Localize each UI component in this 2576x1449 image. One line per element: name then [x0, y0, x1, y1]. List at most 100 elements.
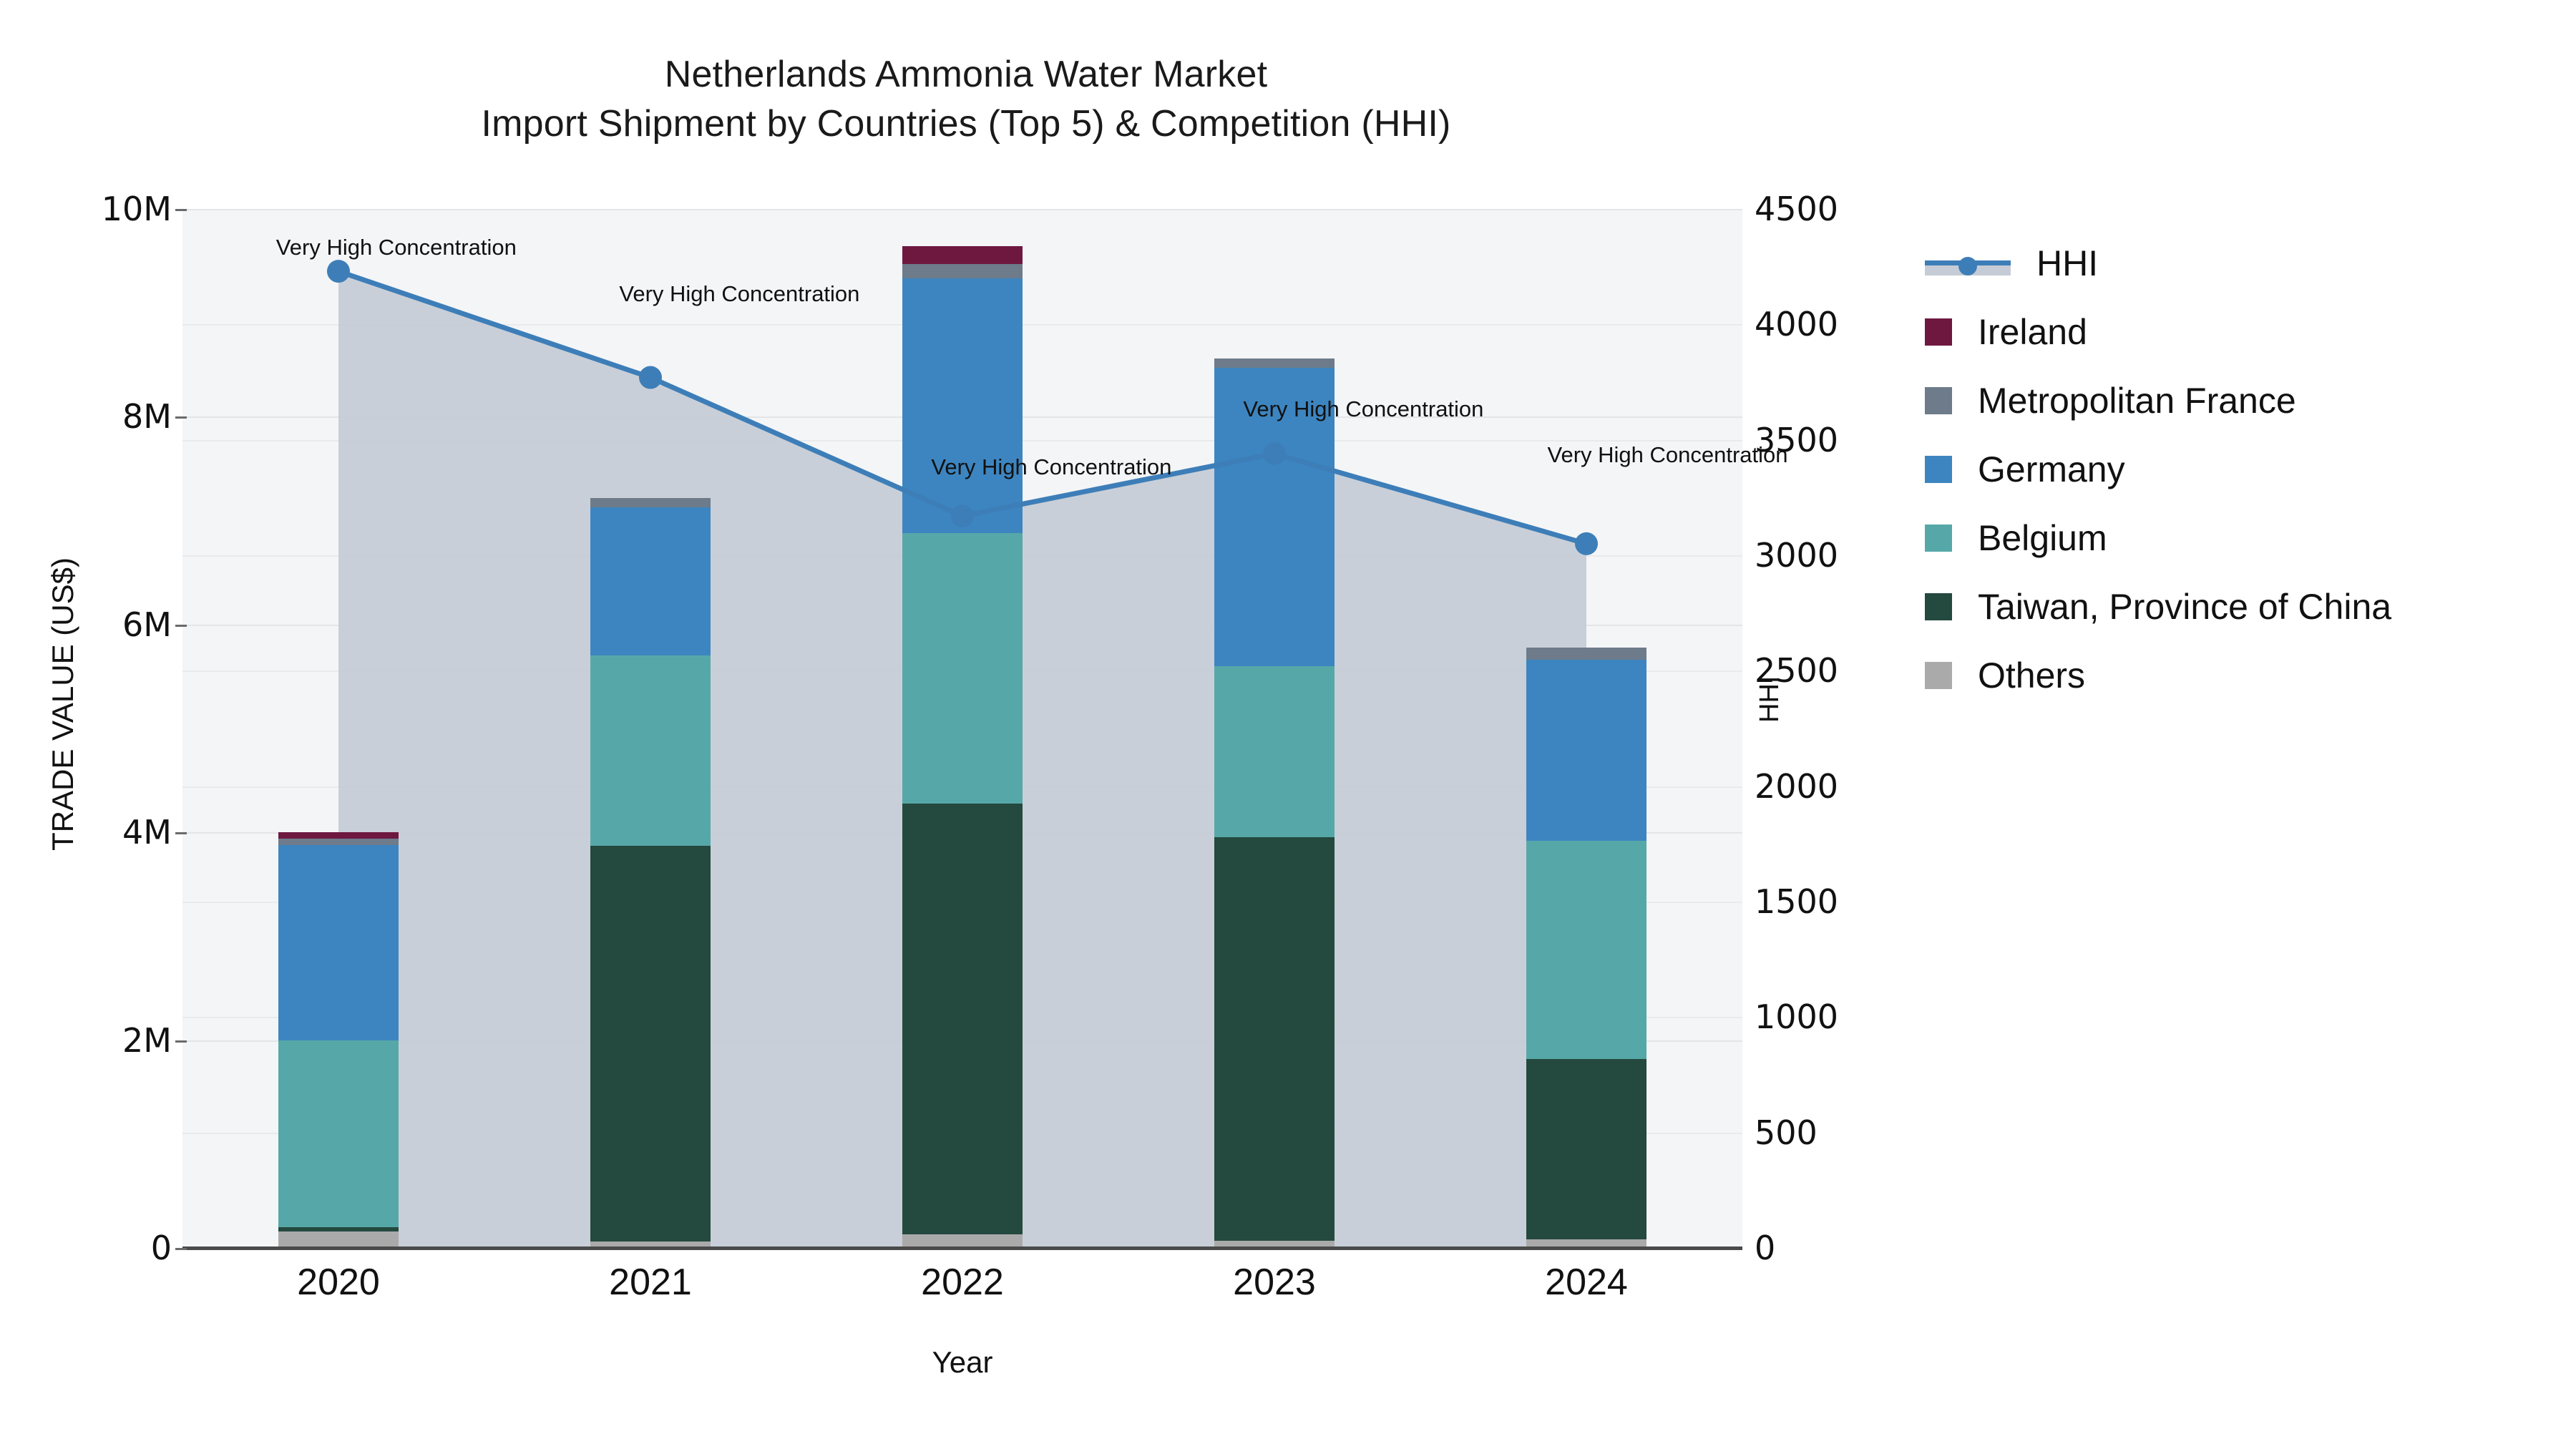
- legend-item[interactable]: Belgium: [1925, 504, 2391, 572]
- hhi-marker[interactable]: [951, 504, 974, 528]
- hhi-marker[interactable]: [1263, 442, 1286, 466]
- legend-item-label: Germany: [1978, 449, 2125, 489]
- legend-item-label: Belgium: [1978, 518, 2107, 558]
- gridline-major: [182, 209, 1742, 210]
- title-line-1: Netherlands Ammonia Water Market: [664, 54, 1268, 95]
- bar-segment[interactable]: [1526, 1239, 1646, 1248]
- color-swatch-icon: [1925, 456, 1952, 483]
- bar-segment[interactable]: [590, 1241, 711, 1248]
- y2-axis-tick-label: 1000: [1755, 997, 1839, 1037]
- legend-item[interactable]: Metropolitan France: [1925, 366, 2391, 435]
- y-axis-tick-label: 6M: [122, 605, 172, 644]
- x-axis-tick-label: 2024: [1545, 1262, 1628, 1303]
- x-axis-label: Year: [932, 1345, 993, 1379]
- line-marker-icon: [1925, 250, 2011, 277]
- bar-segment[interactable]: [902, 246, 1023, 264]
- bar-segment[interactable]: [1526, 647, 1646, 660]
- y-axis-tick-label: 10M: [101, 190, 172, 228]
- bar-segment[interactable]: [278, 1231, 399, 1248]
- legend-item-label: HHI: [2036, 243, 2099, 283]
- concentration-annotation: Very High Concentration: [1243, 396, 1484, 421]
- x-axis-tick-label: 2022: [921, 1262, 1004, 1303]
- legend-item[interactable]: Germany: [1925, 435, 2391, 504]
- color-swatch-icon: [1925, 387, 1952, 414]
- y-axis-right-label: HHI: [1755, 675, 1785, 723]
- legend-item[interactable]: Taiwan, Province of China: [1925, 572, 2391, 641]
- bar-segment[interactable]: [1214, 368, 1335, 666]
- y2-axis-tick-label: 1500: [1755, 882, 1839, 921]
- legend-item[interactable]: Ireland: [1925, 298, 2391, 366]
- y2-axis-tick-label: 2500: [1755, 651, 1839, 691]
- bar-stack[interactable]: [590, 209, 711, 1248]
- legend-item[interactable]: HHI: [1925, 229, 2391, 298]
- hhi-marker[interactable]: [1575, 532, 1598, 555]
- bar-segment[interactable]: [1214, 358, 1335, 369]
- y-axis-left-ticks: 0 2M 4M 6M 8M 10M: [43, 0, 187, 1449]
- color-swatch-icon: [1925, 662, 1952, 689]
- concentration-annotation: Very High Concentration: [619, 280, 860, 306]
- x-axis-line: [182, 1246, 1742, 1250]
- concentration-annotation: Very High Concentration: [1547, 442, 1788, 468]
- bar-segment[interactable]: [278, 1226, 399, 1231]
- legend-item-label: Taiwan, Province of China: [1978, 587, 2392, 627]
- bar-segment[interactable]: [902, 1234, 1023, 1248]
- chart-title: Netherlands Ammonia Water Market Import …: [0, 50, 1932, 148]
- y2-axis-tick-label: 3000: [1755, 536, 1839, 575]
- y-axis-right-ticks: 0 500 1000 1500 2000 2500 3000 3500 4000 4500: [1755, 0, 1926, 1449]
- y2-axis-tick-label: 0: [1755, 1229, 1776, 1267]
- legend-item-label: Ireland: [1978, 312, 2087, 352]
- bar-segment[interactable]: [902, 263, 1023, 279]
- bar-segment[interactable]: [590, 497, 711, 507]
- y-axis-tick-label: 2M: [122, 1020, 172, 1060]
- y2-axis-tick-label: 3500: [1755, 420, 1839, 459]
- bar-stack[interactable]: [1526, 209, 1646, 1248]
- y2-axis-tick-label: 4000: [1755, 305, 1839, 344]
- bar-stack[interactable]: [1214, 209, 1335, 1248]
- y-axis-tick-mark: [175, 1040, 187, 1043]
- y2-axis-tick-label: 4500: [1755, 190, 1839, 228]
- bar-segment[interactable]: [1526, 660, 1646, 841]
- y-axis-tick-mark: [175, 416, 187, 419]
- x-axis-tick-label: 2020: [297, 1262, 380, 1303]
- y-axis-tick-mark: [175, 1248, 187, 1250]
- concentration-annotation: Very High Concentration: [275, 235, 517, 260]
- bar-segment[interactable]: [278, 1040, 399, 1227]
- bar-segment[interactable]: [1214, 1240, 1335, 1248]
- color-swatch-icon: [1925, 525, 1952, 552]
- y-axis-tick-label: 8M: [122, 397, 172, 436]
- legend-item[interactable]: Others: [1925, 641, 2391, 710]
- hhi-markers: [327, 260, 1598, 555]
- color-swatch-icon: [1925, 318, 1952, 346]
- bar-stack[interactable]: [278, 209, 399, 1248]
- y-axis-tick-mark: [175, 209, 187, 211]
- bar-segment[interactable]: [902, 278, 1023, 534]
- bar-segment[interactable]: [590, 655, 711, 847]
- bar-segment[interactable]: [278, 844, 399, 1040]
- legend-item-label: Metropolitan France: [1978, 381, 2296, 421]
- legend-item-label: Others: [1978, 655, 2086, 696]
- bar-segment[interactable]: [1526, 840, 1646, 1059]
- y-axis-tick-label: 4M: [122, 813, 172, 852]
- bar-stack[interactable]: [902, 209, 1023, 1248]
- y-axis-tick-mark: [175, 832, 187, 835]
- bar-segment[interactable]: [902, 803, 1023, 1235]
- concentration-annotation: Very High Concentration: [931, 454, 1172, 479]
- bar-segment[interactable]: [278, 838, 399, 845]
- bar-segment[interactable]: [590, 507, 711, 656]
- bar-segment[interactable]: [1526, 1058, 1646, 1240]
- bar-segment[interactable]: [278, 832, 399, 839]
- title-line-2: Import Shipment by Countries (Top 5) & C…: [481, 102, 1451, 145]
- hhi-marker[interactable]: [327, 260, 350, 283]
- x-axis-tick-label: 2023: [1233, 1262, 1316, 1303]
- bar-segment[interactable]: [1214, 837, 1335, 1241]
- y2-axis-tick-label: 2000: [1755, 766, 1839, 806]
- hhi-marker[interactable]: [639, 366, 662, 389]
- plot-area: Very High Concentration Very High Concent…: [182, 209, 1788, 1249]
- y-axis-tick-label: 0: [150, 1229, 172, 1267]
- x-axis-tick-label: 2021: [609, 1262, 692, 1303]
- bar-segment[interactable]: [1214, 665, 1335, 838]
- y-axis-left-label: TRADE VALUE (US$): [46, 557, 79, 851]
- bar-segment[interactable]: [902, 533, 1023, 804]
- y-axis-tick-mark: [175, 624, 187, 627]
- bar-segment[interactable]: [590, 846, 711, 1242]
